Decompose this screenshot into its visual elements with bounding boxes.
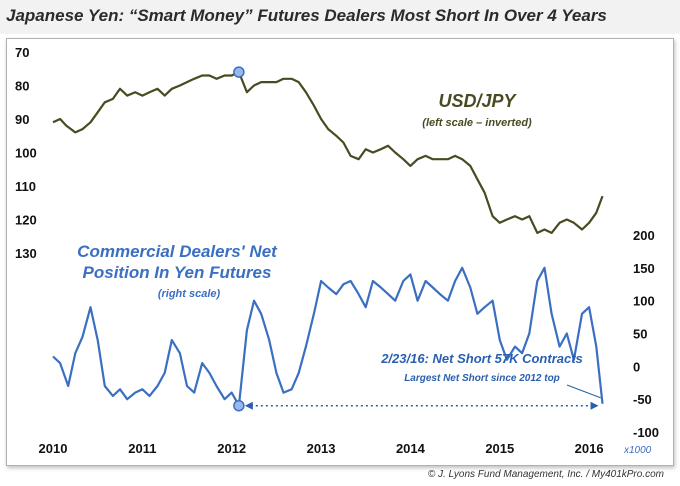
- left-tick-label-0: 70: [15, 45, 29, 60]
- right-tick-label-5: -50: [633, 392, 652, 407]
- x-tick-label-4: 2014: [396, 441, 426, 456]
- x-tick-label-3: 2013: [307, 441, 336, 456]
- right-tick-label-6: -100: [633, 425, 659, 440]
- credit-text: © J. Lyons Fund Management, Inc. / My401…: [427, 469, 664, 480]
- chart-svg: 70 80 90 100 110 120 130 200 150 100 50 0 -50 -100 2…: [15, 45, 659, 456]
- left-tick-label-2: 90: [15, 112, 29, 127]
- annotation-text: 2/23/16: Net Short 57K Contracts: [380, 351, 583, 366]
- dealers-label-line2: Position In Yen Futures: [83, 263, 272, 282]
- dealers-series-line: [52, 266, 604, 407]
- right-tick-label-1: 150: [633, 261, 655, 276]
- reference-arrowhead-left: [244, 401, 253, 410]
- annotation-subtext: Largest Net Short since 2012 top: [404, 373, 560, 384]
- dealers-2012-marker: [233, 399, 245, 412]
- usdjpy-sublabel: (left scale – inverted): [422, 117, 532, 129]
- usdjpy-series-line: [52, 71, 604, 234]
- x-tick-label-6: 2016: [575, 441, 604, 456]
- right-tick-label-3: 50: [633, 327, 647, 342]
- left-tick-label-1: 80: [15, 79, 29, 94]
- x-tick-label-2: 2012: [217, 441, 246, 456]
- left-tick-label-4: 110: [15, 179, 36, 194]
- usdjpy-label: USD/JPY: [438, 91, 517, 111]
- annotation-pointer: [566, 384, 601, 399]
- left-axis-ticks: 70 80 90 100 110 120 130: [15, 45, 37, 261]
- reference-arrowhead-right: [590, 401, 599, 410]
- left-tick-label-3: 100: [15, 146, 37, 161]
- usdjpy-2012-marker: [233, 66, 245, 78]
- x-tick-label-0: 2010: [39, 441, 68, 456]
- title-bar: Japanese Yen: “Smart Money” Futures Deal…: [0, 0, 680, 34]
- left-tick-label-5: 120: [15, 213, 37, 228]
- plot-frame: 70 80 90 100 110 120 130 200 150 100 50 0 -50 -100 2…: [6, 38, 674, 466]
- right-axis-ticks: 200 150 100 50 0 -50 -100: [633, 228, 659, 440]
- dealers-sublabel: (right scale): [158, 288, 221, 300]
- right-axis-unit: x1000: [623, 445, 652, 456]
- chart-title: Japanese Yen: “Smart Money” Futures Deal…: [6, 6, 607, 25]
- right-tick-label-2: 100: [633, 294, 655, 309]
- dealers-label-line1: Commercial Dealers' Net: [77, 242, 278, 261]
- x-tick-label-1: 2011: [128, 441, 156, 456]
- right-tick-label-4: 0: [633, 359, 640, 374]
- right-tick-label-0: 200: [633, 228, 655, 243]
- x-tick-label-5: 2015: [485, 441, 514, 456]
- x-axis-ticks: 2010 2011 2012 2013 2014 2015 2016: [39, 441, 604, 456]
- left-tick-label-6: 130: [15, 246, 37, 261]
